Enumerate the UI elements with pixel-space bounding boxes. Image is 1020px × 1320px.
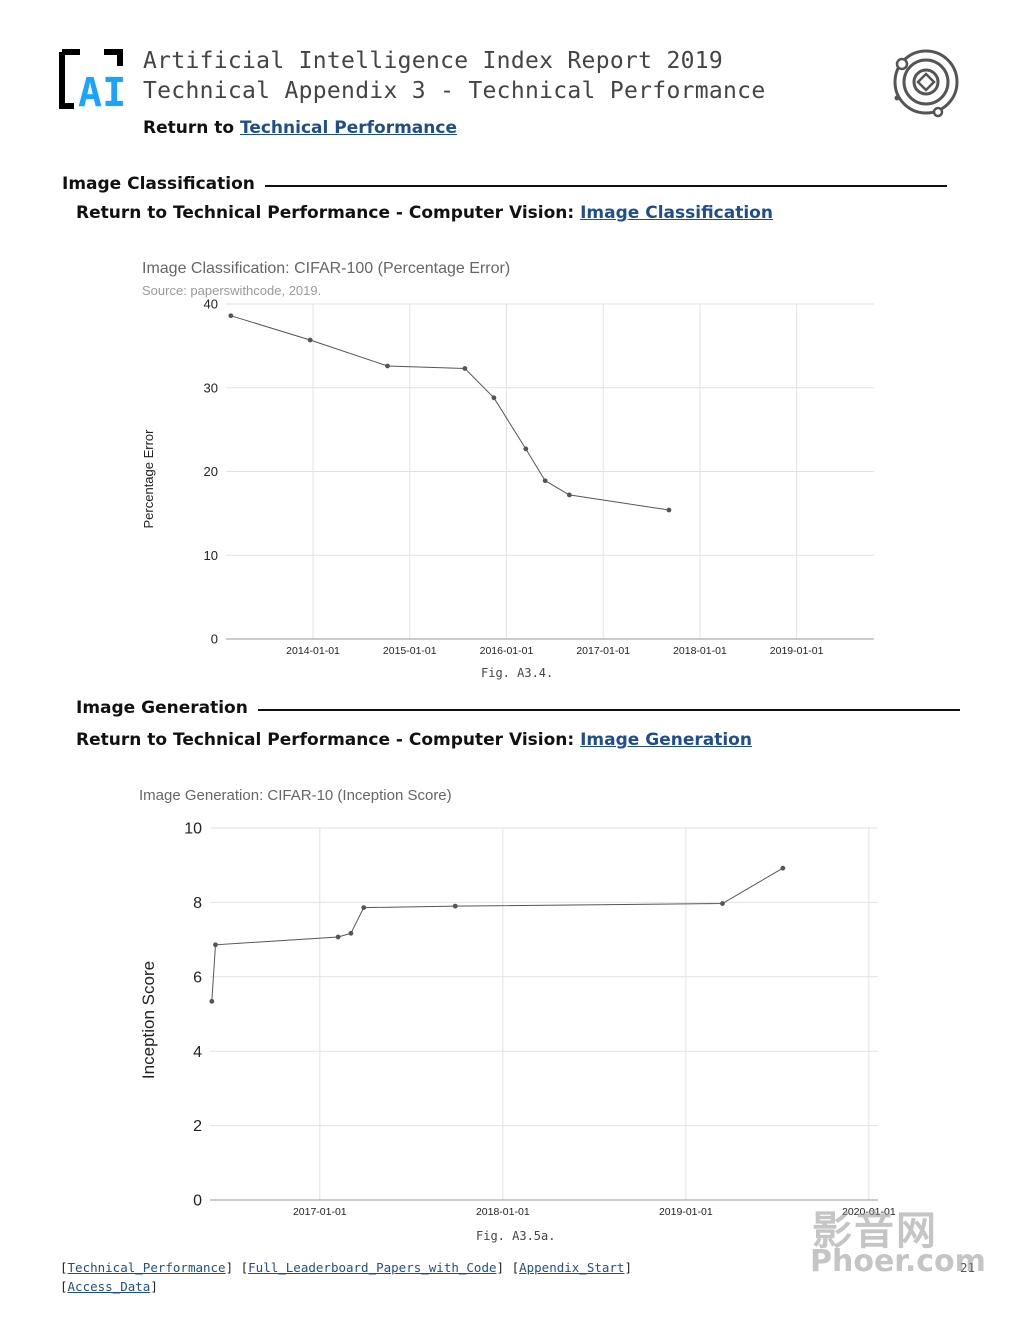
y-tick-label: 10 [184, 821, 202, 838]
x-tick-label: 2015-01-01 [383, 645, 437, 657]
x-tick-label: 2019-01-01 [770, 645, 824, 657]
footer-full-leaderboard-link[interactable]: Full_Leaderboard_Papers_with_Code [248, 1260, 497, 1275]
y-tick-label: 0 [211, 632, 218, 647]
series-line [211, 867, 784, 1002]
return-cv-prefix: Return to Technical Performance - Comput… [76, 203, 581, 223]
x-tick-label: 2019-01-01 [659, 1206, 713, 1218]
data-point [566, 492, 572, 498]
return-image-classification: Return to Technical Performance - Comput… [76, 203, 773, 223]
data-point [213, 942, 218, 948]
chart1-subtitle: Source: paperswithcode, 2019. [142, 283, 322, 298]
technical-performance-link[interactable]: Technical Performance [239, 118, 457, 138]
footer-appendix-start-link[interactable]: Appendix_Start [519, 1260, 625, 1275]
footer-access-data-link[interactable]: Access_Data [67, 1279, 151, 1294]
cifar10-inception-chart: 0 2 4 6 8 10 2017-01-01 2018-01-01 2019-01-01 202… [139, 821, 896, 1218]
x-tick-label: 2018-01-01 [673, 645, 727, 657]
y-tick-label: 2 [193, 1118, 202, 1135]
section-divider [76, 709, 960, 711]
data-point [385, 363, 390, 369]
image-classification-link[interactable]: Image Classification [580, 203, 773, 223]
footer-links-row2: [Access_Data] [60, 1279, 158, 1294]
report-subtitle: Technical Appendix 3 - Technical Perform… [143, 78, 766, 104]
data-point [228, 313, 234, 319]
data-point [542, 478, 548, 484]
data-point [307, 337, 313, 343]
data-point [462, 366, 468, 371]
data-point [452, 903, 458, 909]
y-tick-label: 10 [204, 548, 218, 563]
data-point [209, 998, 215, 1004]
cifar100-error-chart: 0 10 20 30 40 2014-01-01 2015-01-01 2016-01-01 2… [141, 297, 874, 657]
data-point [720, 901, 725, 906]
x-tick-label: 2017-01-01 [293, 1206, 347, 1218]
y-tick-label: 8 [193, 895, 202, 912]
image-generation-link[interactable]: Image Generation [580, 730, 752, 750]
y-tick-label: 30 [204, 380, 218, 395]
data-point [361, 905, 367, 911]
data-point [491, 395, 497, 401]
y-tick-label: 6 [193, 969, 202, 986]
x-tick-label: 2017-01-01 [576, 645, 630, 657]
data-point [335, 934, 341, 940]
orbit-emblem-icon [888, 44, 964, 120]
data-point [780, 865, 786, 871]
return-image-generation: Return to Technical Performance - Comput… [76, 730, 752, 750]
section-divider [62, 185, 947, 187]
data-point [523, 446, 529, 452]
watermark-chinese: 影音网 [812, 1208, 938, 1254]
chart2-title: Image Generation: CIFAR-10 (Inception Sc… [139, 787, 452, 804]
footer-links-row1: [Technical_Performance] [Full_Leaderboar… [60, 1260, 632, 1275]
x-tick-label: 2014-01-01 [286, 645, 340, 657]
x-tick-label: 2020-01-01 [842, 1206, 896, 1218]
y-tick-label: 0 [193, 1193, 202, 1210]
chart1-y-axis-label: Percentage Error [141, 429, 156, 529]
logo-text: AI [78, 70, 126, 110]
chart1-title: Image Classification: CIFAR-100 (Percent… [142, 260, 511, 277]
return-technical-performance: Return to Technical Performance [143, 118, 457, 138]
watermark-latin: Phoer.com [810, 1244, 986, 1279]
figure-caption-a3-5a: Fig. A3.5a. [476, 1229, 556, 1243]
x-tick-label: 2016-01-01 [480, 645, 534, 657]
y-tick-label: 4 [193, 1044, 202, 1061]
return-prefix: Return to [143, 118, 240, 138]
data-point [666, 507, 672, 513]
footer-technical-performance-link[interactable]: Technical_Performance [67, 1260, 226, 1275]
ai-index-logo: AI [58, 46, 130, 116]
section-heading-image-generation: Image Generation [76, 698, 258, 718]
chart2-y-axis-label: Inception Score [139, 961, 158, 1079]
section-heading-image-classification: Image Classification [62, 174, 265, 194]
page-number: 21 [960, 1260, 976, 1275]
y-tick-label: 40 [204, 297, 218, 312]
return-cv-prefix: Return to Technical Performance - Comput… [76, 730, 581, 750]
y-tick-label: 20 [204, 464, 218, 479]
report-title: Artificial Intelligence Index Report 201… [143, 48, 724, 74]
data-point [348, 930, 354, 936]
figure-caption-a3-4: Fig. A3.4. [481, 666, 554, 680]
x-tick-label: 2018-01-01 [476, 1206, 530, 1218]
